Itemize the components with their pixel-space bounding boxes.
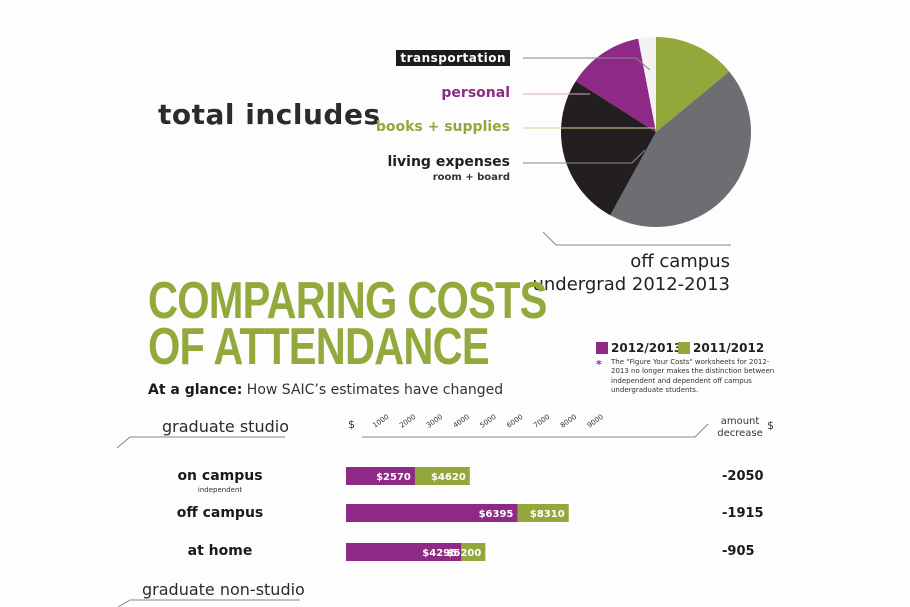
subtitle-bold: At a glance: — [148, 382, 243, 398]
x-tick-label: 9000 — [586, 413, 605, 430]
subtitle: At a glance: How SAIC’s estimates have c… — [148, 382, 503, 398]
x-tick-label: 3000 — [425, 413, 444, 430]
pie-slice-transportation — [638, 37, 656, 132]
pie-slice-living-black — [561, 81, 656, 216]
bar-2012-at-home — [346, 543, 462, 561]
pie-slice-books-supplies — [656, 37, 730, 132]
x-tick-label: 5000 — [479, 413, 498, 430]
decrease-off-campus: -1915 — [722, 506, 764, 521]
x-tick-label: 8000 — [559, 413, 578, 430]
main-title-line1: COMPARING COSTS — [148, 272, 547, 330]
decrease-at-home: -905 — [722, 544, 755, 559]
main-title: COMPARING COSTS OF ATTENDANCE — [148, 272, 547, 376]
bar-label-2011-on-campus: $4620 — [431, 472, 466, 483]
amount-decrease-header: amount decrease — [717, 416, 763, 439]
pie-slice-living-gray — [610, 71, 751, 228]
decrease-on-campus: -2050 — [722, 469, 764, 484]
note-star-icon: * — [596, 358, 602, 371]
subtitle-rest: How SAIC’s estimates have changed — [242, 382, 504, 398]
axis-dollar: $ — [348, 418, 355, 431]
row-sub-on-campus: independent — [197, 486, 243, 494]
bar-label-2011-off-campus: $8310 — [530, 509, 565, 520]
studio-underline-diag — [116, 436, 131, 449]
key-2011: 2011/2012 — [678, 341, 764, 355]
key-2011-label: 2011/2012 — [693, 341, 765, 355]
bar-label-2011-at-home: $5200 — [447, 548, 482, 559]
x-tick-label: 7000 — [532, 413, 551, 430]
main-title-line2: OF ATTENDANCE — [148, 318, 490, 376]
legend-personal: personal — [441, 85, 510, 101]
key-2012-label: 2012/2013 — [611, 341, 683, 355]
key-2012: 2012/2013 — [596, 341, 682, 355]
bar-label-2012-off-campus: $6395 — [479, 509, 514, 520]
nonstudio-underline-diag — [117, 599, 131, 607]
row-label-at-home: at home — [187, 543, 253, 559]
key-2011-swatch — [678, 342, 690, 354]
bar-2012-off-campus — [346, 504, 518, 522]
legend-living-sub: room + board — [432, 172, 510, 183]
section-graduate-studio: graduate studio — [162, 417, 289, 436]
bar-2012-on-campus — [346, 467, 415, 485]
x-tick-label: 6000 — [505, 413, 524, 430]
pie-caption-line1: off campus — [630, 251, 730, 272]
pie-heading: total includes — [158, 98, 381, 131]
key-2012-swatch — [596, 342, 608, 354]
row-label-off-campus: off campus — [176, 505, 264, 521]
pie-caption-line2: undergrad 2012-2013 — [532, 274, 730, 295]
bar-label-2012-at-home: $4295 — [422, 548, 457, 559]
amount-dollar: $ — [767, 419, 774, 432]
row-label-on-campus: on campus — [177, 468, 263, 484]
legend-books-supplies: books + supplies — [375, 119, 510, 135]
footnote: The "Figure Your Costs" worksheets for 2… — [611, 358, 775, 395]
caption-bracket-diag — [542, 231, 557, 246]
axis-bracket-diag — [694, 423, 709, 438]
x-tick-label: 2000 — [398, 413, 417, 430]
leader-transportation-diag — [635, 57, 651, 71]
legend-transportation: transportation — [396, 50, 510, 66]
bar-label-2012-on-campus: $2570 — [376, 472, 411, 483]
leader-living-diag — [631, 149, 646, 164]
x-tick-label: 4000 — [452, 413, 471, 430]
section-graduate-non-studio: graduate non-studio — [142, 580, 305, 599]
x-tick-label: 1000 — [371, 413, 390, 430]
pie-slice-personal — [575, 38, 656, 133]
legend-living-expenses: living expenses — [387, 154, 510, 170]
